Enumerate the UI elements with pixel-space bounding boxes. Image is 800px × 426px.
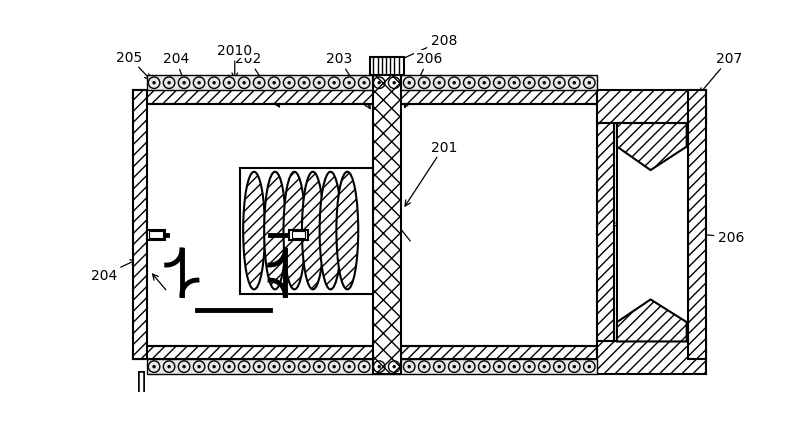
Text: 209: 209 <box>0 425 1 426</box>
Circle shape <box>227 365 231 368</box>
Circle shape <box>347 82 351 85</box>
Bar <box>133 91 146 359</box>
Circle shape <box>438 82 441 85</box>
Circle shape <box>302 82 306 85</box>
Circle shape <box>573 365 576 368</box>
Circle shape <box>362 365 366 368</box>
Text: 2010: 2010 <box>217 44 252 79</box>
Bar <box>133 91 597 104</box>
Circle shape <box>198 365 201 368</box>
Circle shape <box>318 82 321 85</box>
Circle shape <box>513 365 516 368</box>
Bar <box>617 124 687 342</box>
Ellipse shape <box>264 173 286 290</box>
Circle shape <box>273 82 276 85</box>
Bar <box>149 232 162 239</box>
Bar <box>597 342 706 374</box>
Text: 201: 201 <box>405 140 457 207</box>
Circle shape <box>378 365 381 368</box>
Circle shape <box>422 82 426 85</box>
Text: 206: 206 <box>610 223 744 245</box>
Text: 205: 205 <box>116 51 150 81</box>
Circle shape <box>182 82 186 85</box>
Polygon shape <box>139 417 142 426</box>
Ellipse shape <box>336 173 358 290</box>
Text: 206: 206 <box>405 52 442 108</box>
Bar <box>240 168 373 294</box>
Circle shape <box>393 365 396 368</box>
Text: 208: 208 <box>390 34 457 65</box>
Circle shape <box>482 365 486 368</box>
Circle shape <box>407 82 411 85</box>
Circle shape <box>258 365 261 368</box>
Polygon shape <box>138 404 145 419</box>
Text: 207: 207 <box>699 52 742 95</box>
Text: 202: 202 <box>235 52 279 108</box>
Ellipse shape <box>283 173 306 290</box>
Bar <box>370 58 404 76</box>
Circle shape <box>182 365 186 368</box>
Circle shape <box>227 82 231 85</box>
Circle shape <box>513 82 516 85</box>
Circle shape <box>302 365 306 368</box>
Bar <box>146 230 165 240</box>
Circle shape <box>467 82 471 85</box>
Ellipse shape <box>302 173 324 290</box>
Circle shape <box>558 82 561 85</box>
Circle shape <box>167 365 170 368</box>
Circle shape <box>393 82 396 85</box>
Circle shape <box>467 365 471 368</box>
Circle shape <box>258 82 261 85</box>
Polygon shape <box>617 124 686 171</box>
Circle shape <box>287 365 291 368</box>
Circle shape <box>527 82 531 85</box>
Bar <box>292 232 306 239</box>
Circle shape <box>333 365 336 368</box>
Circle shape <box>198 82 201 85</box>
Polygon shape <box>617 300 686 342</box>
Bar <box>597 91 706 124</box>
Circle shape <box>453 365 456 368</box>
Circle shape <box>333 82 336 85</box>
Circle shape <box>152 365 156 368</box>
Circle shape <box>242 82 246 85</box>
Circle shape <box>212 82 216 85</box>
Bar <box>687 91 706 359</box>
Circle shape <box>378 82 381 85</box>
Ellipse shape <box>319 173 342 290</box>
Circle shape <box>422 365 426 368</box>
Circle shape <box>542 365 546 368</box>
Circle shape <box>587 82 591 85</box>
Circle shape <box>438 365 441 368</box>
Bar <box>373 76 401 374</box>
Bar <box>146 76 597 91</box>
Bar <box>146 359 597 374</box>
Circle shape <box>273 365 276 368</box>
Text: 204: 204 <box>90 260 136 282</box>
Circle shape <box>542 82 546 85</box>
Circle shape <box>587 365 591 368</box>
Circle shape <box>152 82 156 85</box>
Bar <box>597 124 614 342</box>
Ellipse shape <box>243 173 265 290</box>
Circle shape <box>527 365 531 368</box>
Text: 204: 204 <box>163 52 192 105</box>
Circle shape <box>212 365 216 368</box>
Text: 203: 203 <box>326 52 370 109</box>
Circle shape <box>482 82 486 85</box>
Circle shape <box>167 82 170 85</box>
Circle shape <box>453 82 456 85</box>
Circle shape <box>498 82 501 85</box>
Circle shape <box>558 365 561 368</box>
Circle shape <box>318 365 321 368</box>
Bar <box>290 230 308 240</box>
Circle shape <box>242 365 246 368</box>
Circle shape <box>362 82 366 85</box>
Circle shape <box>287 82 291 85</box>
Bar <box>133 346 597 359</box>
Circle shape <box>573 82 576 85</box>
Circle shape <box>347 365 351 368</box>
Circle shape <box>407 365 411 368</box>
Circle shape <box>498 365 501 368</box>
